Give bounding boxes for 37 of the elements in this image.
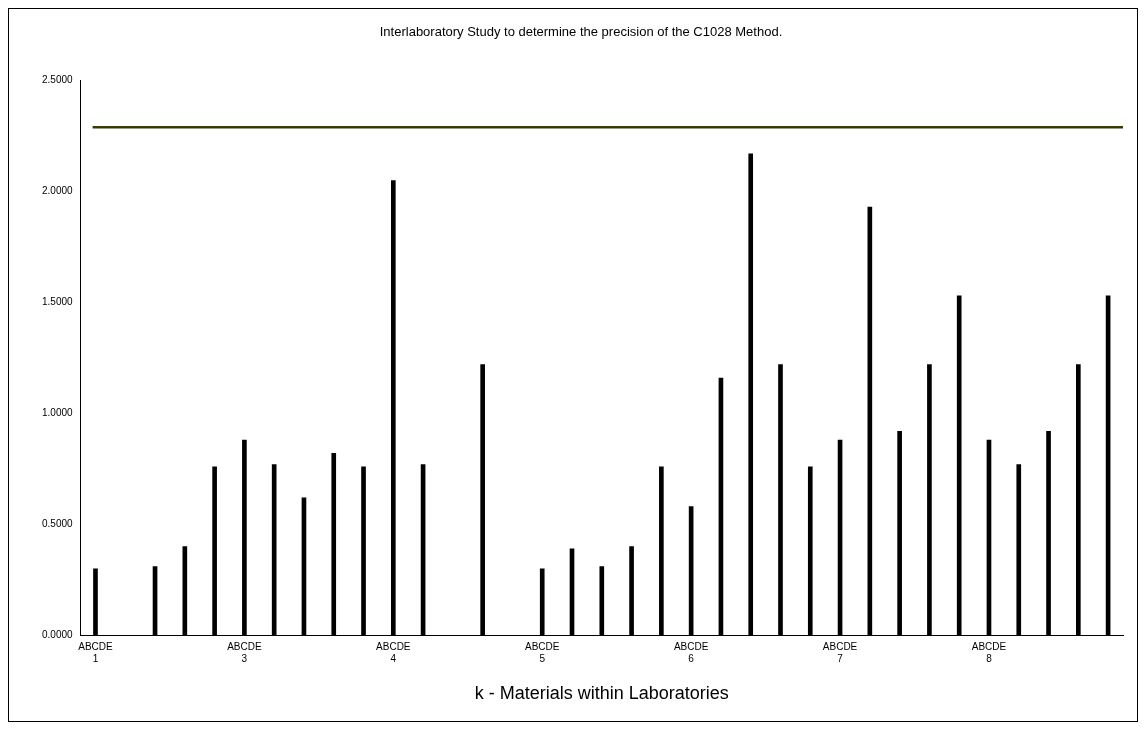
bar [212, 466, 217, 636]
y-tick-label: 2.5000 [41, 74, 74, 86]
x-tick-label: ABCDE 1 [78, 641, 114, 665]
x-tick-label: ABCDE 4 [376, 641, 411, 665]
bar [927, 364, 932, 636]
bar [956, 295, 962, 636]
bar [480, 364, 485, 636]
bar [1016, 464, 1022, 636]
x-axis-title: k - Materials within Laboratories [474, 683, 729, 704]
x-tick-label: ABCDE 8 [971, 641, 1007, 665]
chart-title: Interlaboratory Study to determine the precision of the C1028 Method. [379, 24, 783, 40]
bar [182, 546, 188, 636]
bar [539, 568, 545, 636]
x-tick-label: ABCDE 5 [525, 641, 560, 665]
bar [629, 546, 634, 636]
y-tick-label: 1.5000 [41, 296, 74, 308]
bar [361, 466, 366, 636]
bar [93, 568, 98, 636]
bar [1075, 364, 1081, 636]
x-tick-label: ABCDE 3 [227, 641, 262, 665]
bar [242, 439, 247, 636]
bar [271, 464, 277, 636]
y-tick-label: 1.0000 [41, 407, 74, 419]
x-tick-label: ABCDE 6 [673, 641, 709, 665]
bar [778, 364, 783, 636]
bar [748, 153, 754, 636]
bar [331, 453, 337, 636]
y-tick-label: 0.5000 [41, 518, 74, 530]
bar [807, 466, 813, 636]
bar [599, 566, 605, 636]
y-tick-label: 0.0000 [41, 629, 74, 641]
y-tick-label: 2.0000 [41, 185, 74, 197]
bar [390, 180, 396, 636]
x-tick-label: ABCDE 7 [822, 641, 858, 665]
bar [1046, 430, 1051, 636]
bar [897, 430, 902, 636]
bar [659, 466, 664, 636]
